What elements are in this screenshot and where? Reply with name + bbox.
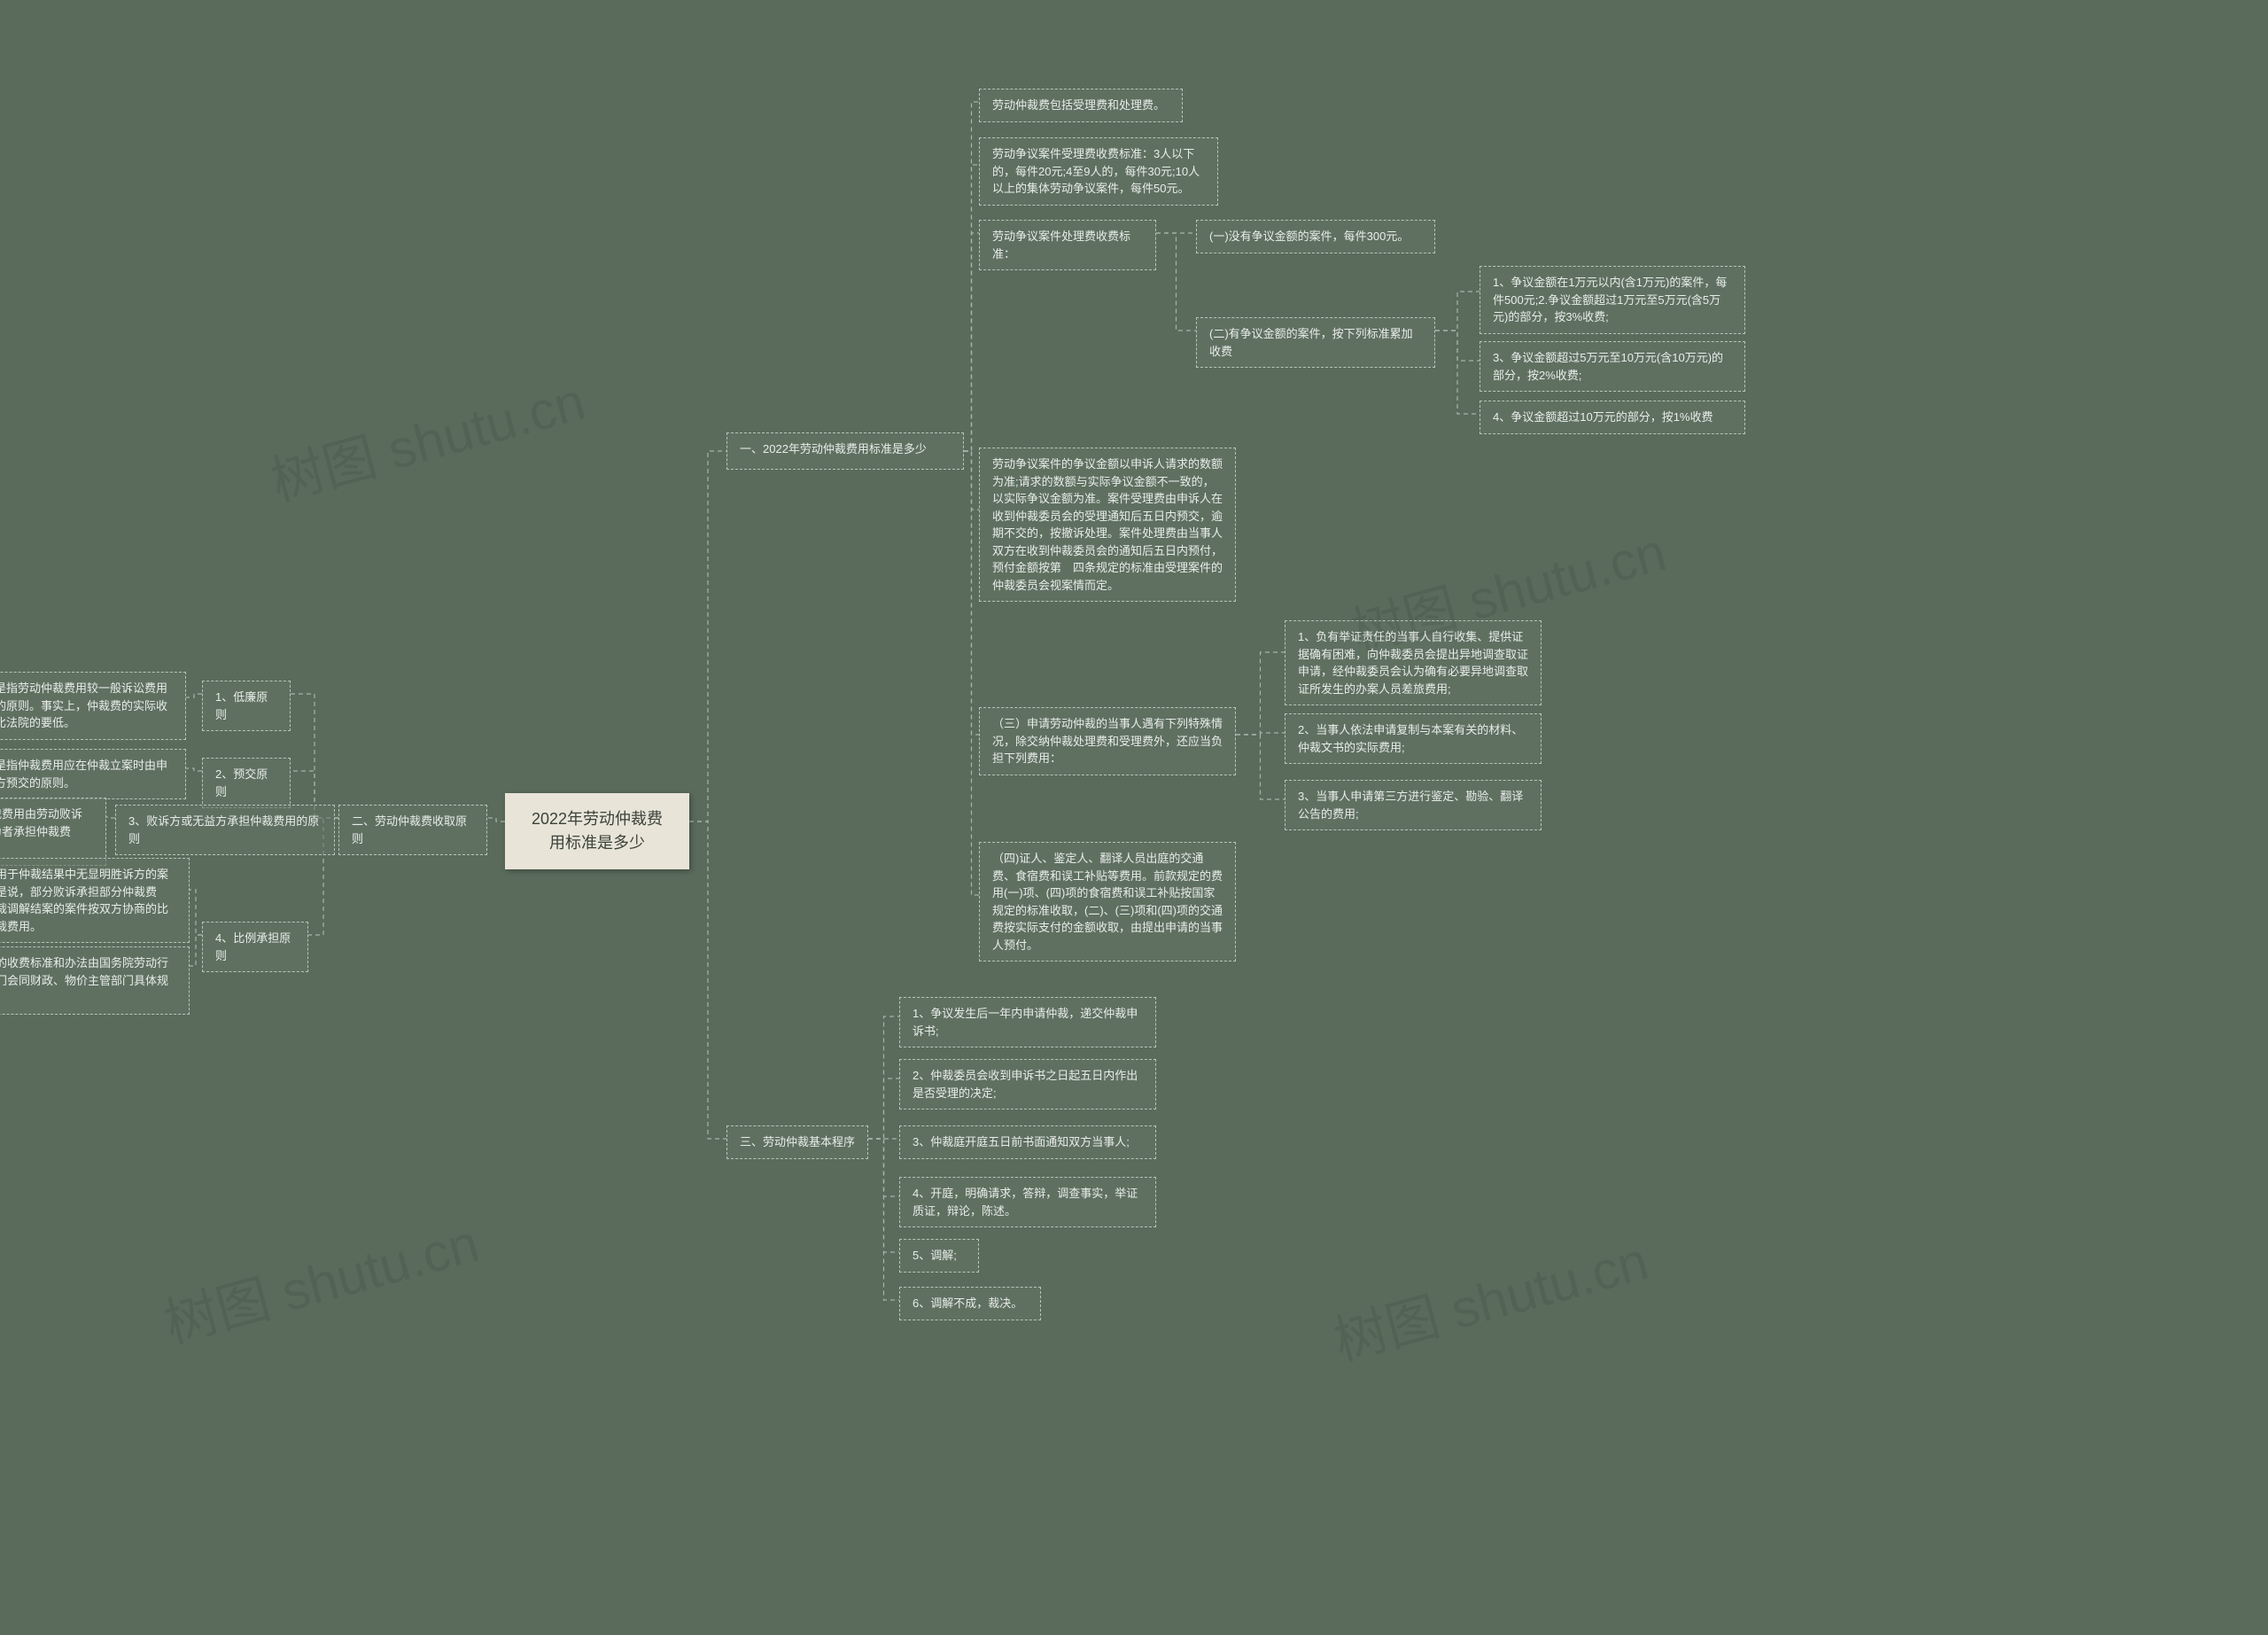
node-text: 1、低廉原则 [215, 690, 268, 721]
node-text: 3、败诉方或无益方承担仲裁费用的原则 [128, 814, 319, 845]
mindmap-node-b1c3b2: 3、争议金额超过5万元至10万元(含10万元)的部分，按2%收费; [1480, 341, 1745, 392]
mindmap-node-b2c4a: 此原则适用于仲裁结果中无显明胜诉方的案例，也就是说，部分败诉承担部分仲裁费用。以… [0, 858, 190, 943]
node-text: 此原则是指劳动仲裁费用由劳动败诉方或无益的仲裁行为者承担仲裁费用。 [0, 807, 82, 855]
mindmap-node-b1c3b1: 1、争议金额在1万元以内(含1万元)的案件，每件500元;2.争议金额超过1万元… [1480, 266, 1745, 334]
node-text: (一)没有争议金额的案件，每件300元。 [1209, 230, 1409, 243]
watermark: 树图 shutu.cn [155, 1200, 486, 1358]
mindmap-node-b1c5: （三）申请劳动仲裁的当事人遇有下列特殊情况，除交纳仲裁处理费和受理费外，还应当负… [979, 707, 1236, 775]
mindmap-node-b1c3b: (二)有争议金额的案件，按下列标准累加收费 [1196, 317, 1435, 368]
node-text: 1、负有举证责任的当事人自行收集、提供证据确有困难，向仲裁委员会提出异地调查取证… [1298, 630, 1528, 696]
node-text: 此原则是指劳动仲裁费用较一般诉讼费用更低廉的原则。事实上，仲裁费的实际收费确实比… [0, 681, 167, 729]
mindmap-node-b2c2a: 此原则是指仲裁费用应在仲裁立案时由申诉人一方预交的原则。 [0, 749, 186, 799]
mindmap-node-b1c3: 劳动争议案件处理费收费标准： [979, 220, 1156, 270]
mindmap-node-b3c5: 5、调解; [899, 1239, 979, 1273]
mindmap-node-b2c4: 4、比例承担原则 [202, 922, 308, 972]
mindmap-node-b3: 三、劳动仲裁基本程序 [726, 1125, 868, 1159]
node-text: 一、2022年劳动仲裁费用标准是多少 [740, 442, 927, 455]
mindmap-node-b3c4: 4、开庭，明确请求，答辩，调查事实，举证质证，辩论，陈述。 [899, 1177, 1156, 1227]
node-text: 3、仲裁庭开庭五日前书面通知双方当事人; [913, 1135, 1130, 1148]
node-text: 3、当事人申请第三方进行鉴定、勘验、翻译公告的费用; [1298, 790, 1523, 821]
mindmap-node-b1c3a: (一)没有争议金额的案件，每件300元。 [1196, 220, 1435, 253]
node-text: 劳动仲裁费包括受理费和处理费。 [992, 98, 1165, 112]
node-text: 3、争议金额超过5万元至10万元(含10万元)的部分，按2%收费; [1493, 351, 1723, 382]
node-text: 劳动争议案件处理费收费标准： [992, 230, 1130, 261]
node-text: （四)证人、鉴定人、翻译人员出庭的交通费、食宿费和误工补贴等费用。前款规定的费用… [992, 852, 1223, 952]
mindmap-root: 2022年劳动仲裁费用标准是多少 [505, 793, 689, 869]
root-text: 2022年劳动仲裁费用标准是多少 [532, 810, 663, 852]
watermark: 树图 shutu.cn [261, 358, 593, 516]
mindmap-node-b2c4b: 仲裁费用的收费标准和办法由国务院劳动行政主管部门会同财政、物价主管部门具体规定。 [0, 946, 190, 1015]
mindmap-node-b1c2: 劳动争议案件受理费收费标准：3人以下的，每件20元;4至9人的，每件30元;10… [979, 137, 1218, 206]
node-text: 三、劳动仲裁基本程序 [740, 1135, 855, 1148]
node-text: 2、当事人依法申请复制与本案有关的材料、仲裁文书的实际费用; [1298, 723, 1523, 754]
node-text: 4、开庭，明确请求，答辩，调查事实，举证质证，辩论，陈述。 [913, 1187, 1138, 1218]
mindmap-node-b3c6: 6、调解不成，裁决。 [899, 1287, 1041, 1320]
mindmap-node-b2: 二、劳动仲裁费收取原则 [338, 805, 487, 855]
node-text: 此原则适用于仲裁结果中无显明胜诉方的案例，也就是说，部分败诉承担部分仲裁费用。以… [0, 868, 168, 933]
node-text: 仲裁费用的收费标准和办法由国务院劳动行政主管部门会同财政、物价主管部门具体规定。 [0, 956, 168, 1004]
mindmap-node-b2c3a: 此原则是指劳动仲裁费用由劳动败诉方或无益的仲裁行为者承担仲裁费用。 [0, 798, 106, 866]
mindmap-node-b1c3b3: 4、争议金额超过10万元的部分，按1%收费 [1480, 401, 1745, 434]
watermark: 树图 shutu.cn [1324, 1218, 1656, 1375]
node-text: 6、调解不成，裁决。 [913, 1296, 1022, 1310]
mindmap-node-b2c3: 3、败诉方或无益方承担仲裁费用的原则 [115, 805, 335, 855]
node-text: 1、争议发生后一年内申请仲裁，递交仲裁申诉书; [913, 1007, 1138, 1038]
node-text: 4、争议金额超过10万元的部分，按1%收费 [1493, 410, 1713, 424]
mindmap-node-b1c5a: 1、负有举证责任的当事人自行收集、提供证据确有困难，向仲裁委员会提出异地调查取证… [1285, 620, 1542, 705]
mindmap-node-b1c4: 劳动争议案件的争议金额以申诉人请求的数额为准;请求的数额与实际争议金额不一致的，… [979, 448, 1236, 602]
mindmap-node-b1c5b: 2、当事人依法申请复制与本案有关的材料、仲裁文书的实际费用; [1285, 713, 1542, 764]
mindmap-node-b1: 一、2022年劳动仲裁费用标准是多少 [726, 432, 964, 470]
mindmap-node-b3c1: 1、争议发生后一年内申请仲裁，递交仲裁申诉书; [899, 997, 1156, 1047]
node-text: 4、比例承担原则 [215, 931, 291, 962]
mindmap-node-b3c2: 2、仲裁委员会收到申诉书之日起五日内作出是否受理的决定; [899, 1059, 1156, 1109]
mindmap-node-b3c3: 3、仲裁庭开庭五日前书面通知双方当事人; [899, 1125, 1156, 1159]
mindmap-node-b2c2: 2、预交原则 [202, 758, 291, 808]
mindmap-node-b2c1: 1、低廉原则 [202, 681, 291, 731]
node-text: 1、争议金额在1万元以内(含1万元)的案件，每件500元;2.争议金额超过1万元… [1493, 276, 1727, 323]
node-text: (二)有争议金额的案件，按下列标准累加收费 [1209, 327, 1413, 358]
mindmap-node-b1c5c: 3、当事人申请第三方进行鉴定、勘验、翻译公告的费用; [1285, 780, 1542, 830]
mindmap-node-b1c1: 劳动仲裁费包括受理费和处理费。 [979, 89, 1183, 122]
node-text: 5、调解; [913, 1249, 957, 1262]
mindmap-node-b1c6: （四)证人、鉴定人、翻译人员出庭的交通费、食宿费和误工补贴等费用。前款规定的费用… [979, 842, 1236, 962]
node-text: 劳动争议案件受理费收费标准：3人以下的，每件20元;4至9人的，每件30元;10… [992, 147, 1200, 195]
node-text: （三）申请劳动仲裁的当事人遇有下列特殊情况，除交纳仲裁处理费和受理费外，还应当负… [992, 717, 1223, 765]
node-text: 2、预交原则 [215, 767, 268, 798]
node-text: 此原则是指仲裁费用应在仲裁立案时由申诉人一方预交的原则。 [0, 759, 167, 790]
node-text: 劳动争议案件的争议金额以申诉人请求的数额为准;请求的数额与实际争议金额不一致的，… [992, 457, 1223, 592]
mindmap-node-b2c1a: 此原则是指劳动仲裁费用较一般诉讼费用更低廉的原则。事实上，仲裁费的实际收费确实比… [0, 672, 186, 740]
node-text: 2、仲裁委员会收到申诉书之日起五日内作出是否受理的决定; [913, 1069, 1138, 1100]
node-text: 二、劳动仲裁费收取原则 [352, 814, 467, 845]
